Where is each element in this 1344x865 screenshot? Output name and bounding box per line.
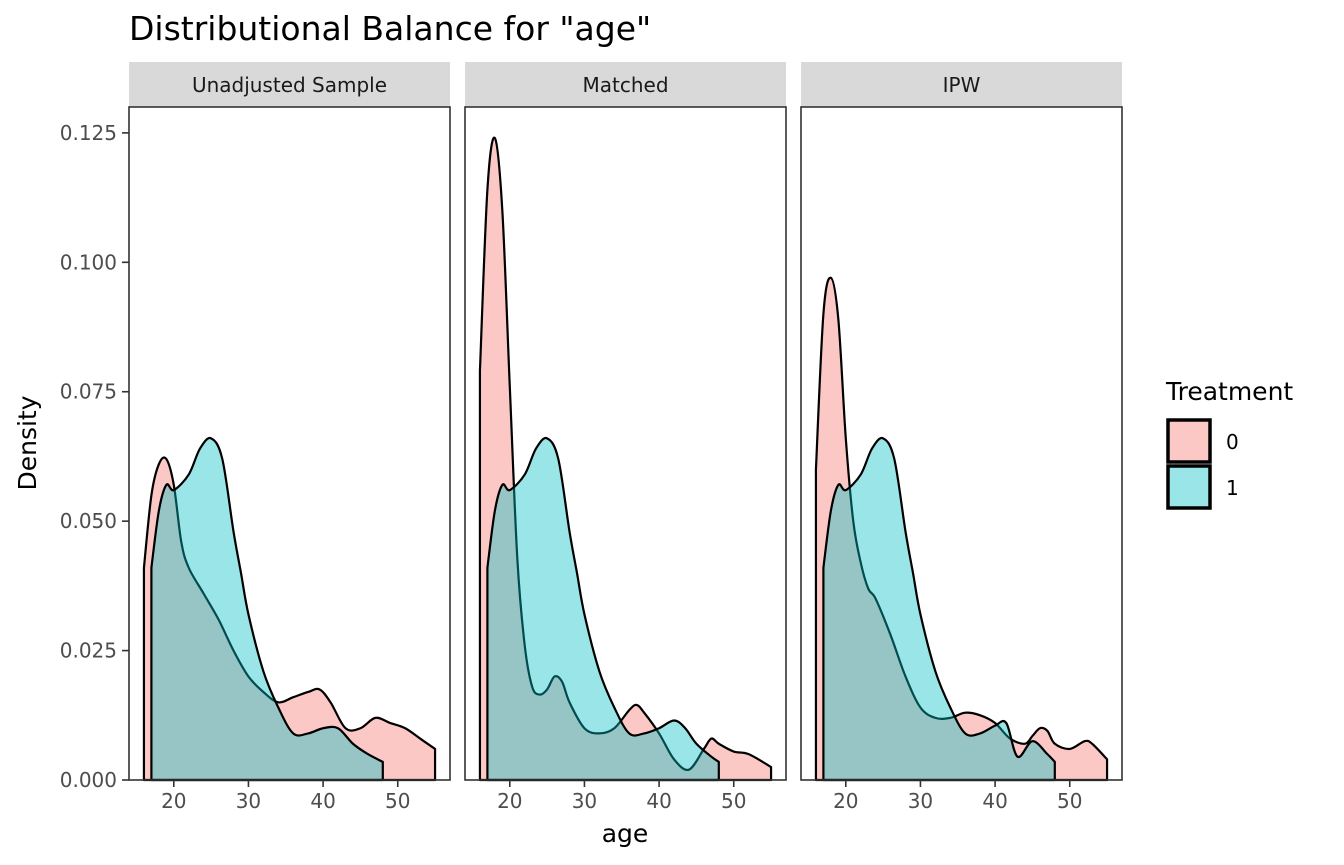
x-tick-label: 50: [1057, 789, 1082, 813]
density-area-treatment-0: [814, 276, 1109, 782]
y-axis: 0.000 0.025 0.050 0.075 0.100 0.125: [60, 121, 129, 792]
legend: Treatment 0 1: [1165, 377, 1293, 510]
x-tick-label: 30: [908, 789, 933, 813]
legend-key-treatment-0: [1166, 418, 1212, 464]
legend-key-bg: [1168, 466, 1210, 508]
x-tick-label: 40: [982, 789, 1007, 813]
density-area-treatment-1: [150, 436, 384, 782]
x-tick-label: 40: [646, 789, 671, 813]
facet-strip: [129, 62, 450, 107]
x-tick-label: 20: [833, 789, 858, 813]
plot-area: [129, 107, 450, 780]
y-tick-label: 0.125: [60, 121, 117, 145]
y-tick-label: 0.050: [60, 509, 117, 533]
legend-key-treatment-1: [1166, 464, 1212, 510]
panel-border: [464, 106, 787, 781]
facet-panels: Unadjusted Sample 20 30 40 50 Matched 20 30 40 50…: [128, 62, 1123, 813]
facet-panel: Unadjusted Sample 20 30 40 50: [128, 62, 451, 813]
y-tick-label: 0.000: [60, 768, 117, 792]
x-tick-label: 30: [236, 789, 261, 813]
legend-key-bg: [1168, 420, 1210, 462]
density-area-treatment-0: [142, 456, 437, 782]
facet-strip-label: Unadjusted Sample: [192, 73, 387, 97]
legend-title: Treatment: [1165, 377, 1293, 406]
facet-panel: Matched 20 30 40 50: [464, 62, 787, 813]
x-tick-label: 30: [572, 789, 597, 813]
legend-label: 0: [1226, 430, 1239, 454]
facet-panel: IPW 20 30 40 50: [800, 62, 1123, 813]
panel-border: [128, 106, 451, 781]
legend-label: 1: [1226, 476, 1239, 500]
density-area-treatment-1: [822, 436, 1056, 782]
y-axis-label: Density: [13, 395, 42, 490]
facet-strip-label: Matched: [582, 73, 668, 97]
x-axis-label: age: [602, 819, 649, 848]
y-tick-label: 0.100: [60, 250, 117, 274]
plot-area: [801, 107, 1122, 780]
density-area-treatment-1: [486, 436, 720, 782]
x-tick-label: 20: [497, 789, 522, 813]
y-tick-label: 0.025: [60, 639, 117, 663]
x-tick-label: 50: [385, 789, 410, 813]
x-tick-label: 50: [721, 789, 746, 813]
y-tick-label: 0.075: [60, 380, 117, 404]
facet-strip-label: IPW: [943, 73, 981, 97]
facet-strip: [801, 62, 1122, 107]
facet-strip: [465, 62, 786, 107]
x-tick-label: 40: [310, 789, 335, 813]
density-area-treatment-0: [478, 136, 773, 782]
chart-title: Distributional Balance for "age": [129, 9, 651, 48]
panel-border: [800, 106, 1123, 781]
plot-area: [465, 107, 786, 780]
x-tick-label: 20: [161, 789, 186, 813]
